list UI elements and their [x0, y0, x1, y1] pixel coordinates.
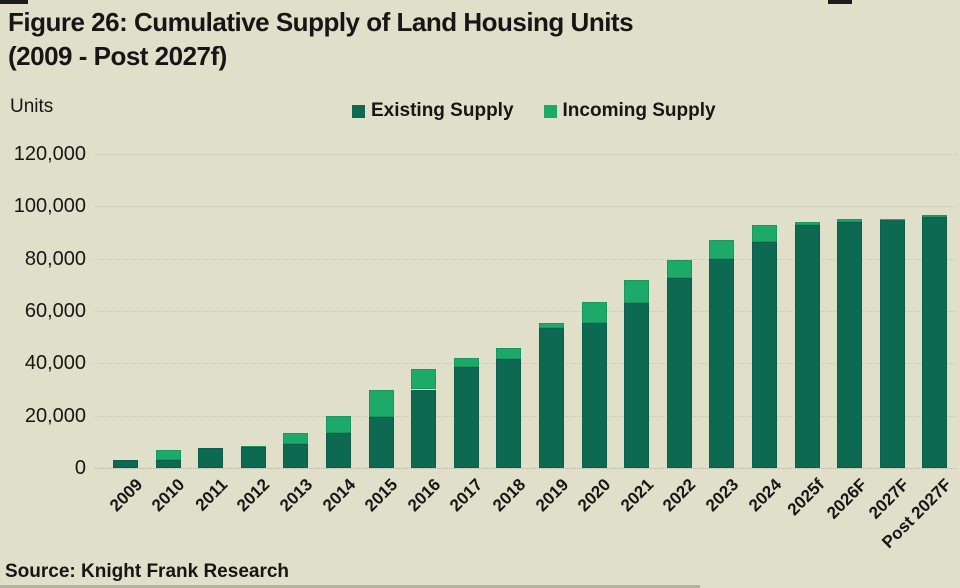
x-tick-label-2016: 2016 [403, 475, 445, 516]
bar-incoming-2017 [453, 358, 479, 368]
scan-artifact-top-middle [828, 0, 852, 4]
gridline-20000 [95, 415, 956, 417]
legend-label-existing: Existing Supply [371, 100, 514, 121]
x-tick-label-2015: 2015 [361, 475, 402, 516]
x-tick-label-2019: 2019 [531, 475, 572, 516]
bar-incoming-2023 [709, 240, 735, 259]
x-tick-label-2012: 2012 [233, 475, 274, 516]
chart-title-line1: Figure 26: Cumulative Supply of Land Hou… [8, 7, 634, 37]
y-tick-label-120000: 120,000 [13, 143, 86, 165]
bar-existing-2014 [326, 432, 351, 468]
gridline-40000 [95, 363, 956, 365]
bar-incoming-2016 [411, 368, 437, 390]
x-tick-label-2009: 2009 [105, 475, 146, 516]
x-tick-label-2010: 2010 [148, 475, 189, 516]
bar-incoming-2026F [837, 219, 863, 223]
gridline-80000 [95, 258, 956, 260]
x-tick-label-2017: 2017 [446, 475, 487, 516]
y-tick-label-80000: 80,000 [24, 247, 86, 270]
bar-existing-2013 [283, 444, 309, 468]
existing-supply-swatch-icon [352, 104, 365, 118]
x-tick-label-2020: 2020 [574, 475, 615, 516]
chart-title-line2: (2009 - Post 2027f) [8, 41, 227, 71]
bar-existing-2010 [155, 460, 181, 468]
x-tick-label-2025f: 2025f [783, 475, 828, 520]
bar-incoming-Post-2027F [922, 215, 948, 217]
scan-artifact-top-left [0, 0, 28, 4]
x-tick-label-2026F: 2026F [822, 475, 871, 523]
y-tick-label-100000: 100,000 [13, 195, 86, 218]
chart-legend: Existing Supply Incoming Supply [352, 100, 716, 122]
bar-incoming-2024 [752, 224, 777, 242]
scan-artifact-bottom-strip [0, 585, 700, 588]
legend-item-existing-supply: Existing Supply [352, 100, 514, 122]
bar-existing-2015 [368, 416, 394, 468]
bar-incoming-2018 [496, 347, 522, 360]
legend-label-incoming: Incoming Supply [562, 100, 716, 121]
bar-incoming-2025f [794, 222, 820, 225]
bar-incoming-2015 [368, 389, 394, 417]
source-attribution: Source: Knight Frank Research [5, 561, 290, 582]
bar-existing-2019 [539, 328, 564, 468]
x-tick-label-2013: 2013 [276, 475, 317, 516]
y-tick-label-0: 0 [74, 457, 86, 479]
x-tick-label-2023: 2023 [702, 475, 743, 516]
bar-existing-2016 [411, 389, 437, 468]
x-tick-label-2021: 2021 [616, 475, 658, 516]
gridline-120000 [95, 154, 956, 155]
chart-title: Figure 26: Cumulative Supply of Land Hou… [8, 5, 634, 73]
bar-existing-2026F [837, 222, 863, 468]
bar-existing-2009 [113, 460, 138, 468]
bar-existing-2021 [624, 303, 650, 468]
x-tick-label-2011: 2011 [191, 475, 232, 515]
bar-existing-2022 [666, 278, 692, 468]
bar-existing-2025f [794, 224, 820, 468]
incoming-supply-swatch-icon [543, 104, 557, 118]
bar-incoming-2012 [240, 445, 266, 448]
gridline-0 [95, 468, 956, 469]
bar-incoming-2014 [326, 415, 351, 433]
bar-existing-2018 [496, 359, 522, 468]
bar-incoming-2013 [283, 432, 309, 445]
y-axis-title: Units [10, 96, 54, 117]
x-tick-label-2024: 2024 [744, 475, 785, 516]
gridline-100000 [95, 206, 956, 208]
bar-existing-2012 [240, 447, 266, 468]
gridline-60000 [95, 311, 956, 312]
bar-incoming-2010 [155, 449, 181, 461]
bar-incoming-2021 [624, 279, 650, 304]
bar-existing-2020 [581, 322, 607, 468]
bar-existing-2011 [198, 448, 224, 468]
x-tick-label-2014: 2014 [318, 475, 359, 516]
x-tick-label-2022: 2022 [659, 475, 700, 516]
bar-incoming-2019 [539, 322, 564, 328]
bar-existing-2027F [879, 219, 905, 468]
y-tick-label-60000: 60,000 [24, 300, 86, 322]
bar-existing-Post-2027F [922, 216, 948, 468]
y-tick-label-20000: 20,000 [24, 404, 86, 427]
x-tick-label-2018: 2018 [489, 475, 530, 516]
bar-existing-2023 [709, 258, 735, 468]
bar-incoming-2022 [666, 259, 692, 279]
y-tick-label-40000: 40,000 [24, 352, 86, 375]
bar-existing-2024 [752, 241, 777, 468]
bar-existing-2017 [453, 367, 479, 468]
bar-incoming-2020 [581, 301, 607, 323]
bar-incoming-2027F [879, 218, 905, 220]
legend-item-incoming-supply: Incoming Supply [543, 100, 716, 122]
